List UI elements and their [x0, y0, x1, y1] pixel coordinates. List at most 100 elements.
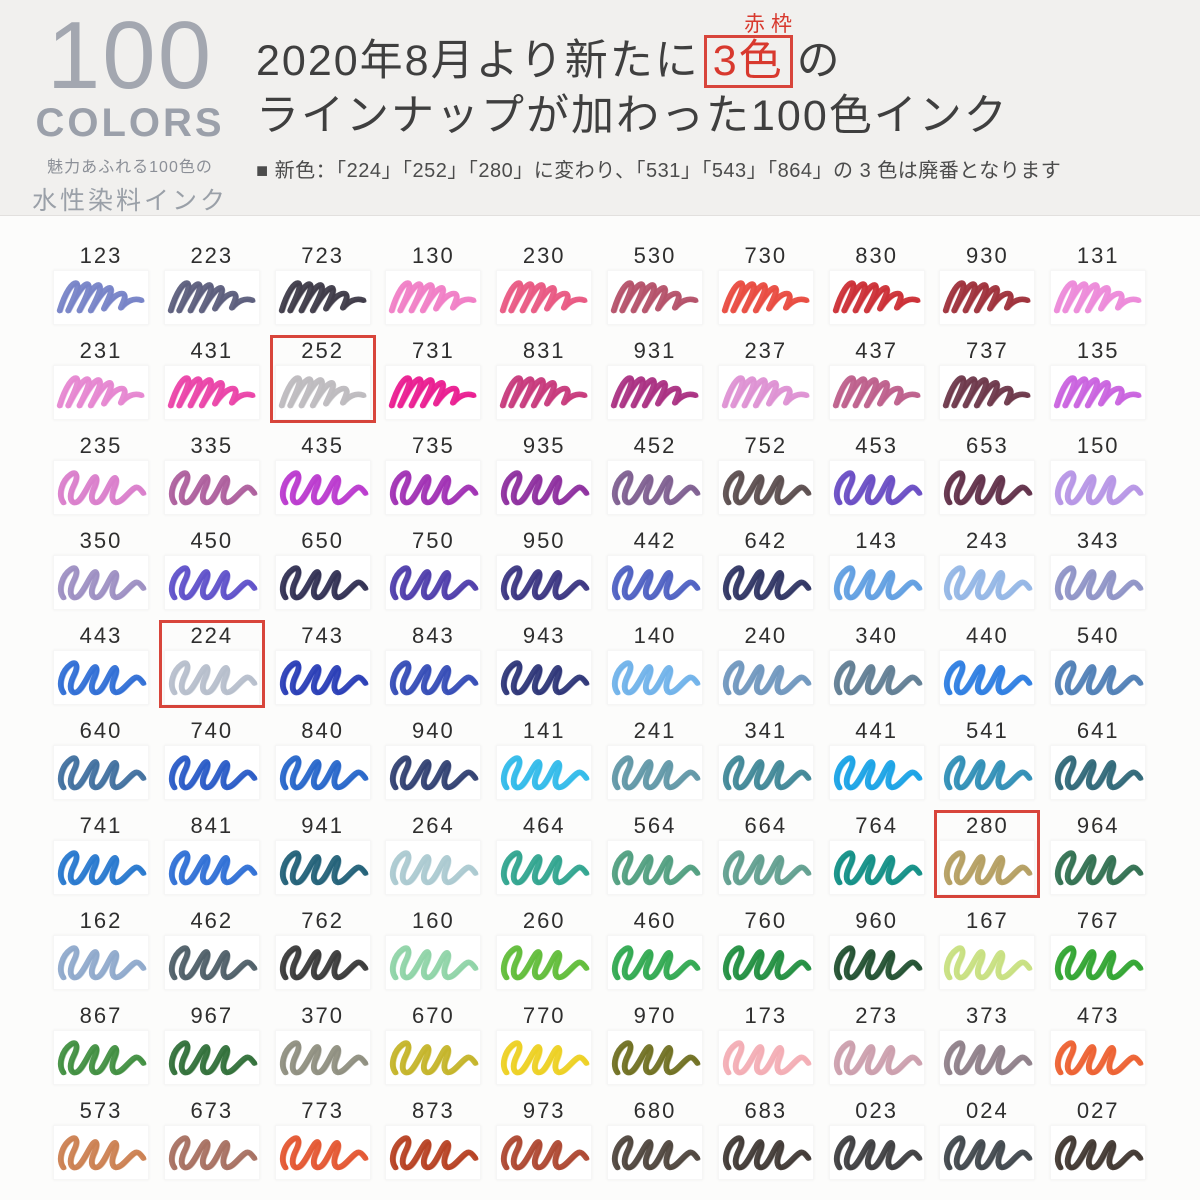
ink-scribble-icon: [390, 850, 479, 886]
ink-number: 280: [966, 813, 1009, 838]
ink-number: 931: [633, 338, 677, 363]
ink-scribble-icon: [1055, 850, 1144, 886]
ink-cell-741: 741: [48, 810, 154, 898]
ink-swatch: [385, 270, 482, 325]
ink-number: 243: [966, 528, 1009, 553]
ink-number: 462: [190, 908, 234, 933]
title-line-1: 2020年8月より新たに 3色 の: [256, 34, 1186, 89]
ink-swatch: [53, 745, 149, 800]
ink-swatch: [274, 270, 371, 325]
ink-swatch: [53, 555, 149, 610]
ink-swatch: [828, 935, 925, 990]
ink-cell-260: 260: [491, 905, 597, 993]
ink-cell-530: 530: [602, 240, 708, 328]
ink-scribble-icon: [168, 1135, 258, 1171]
ink-swatch: [385, 745, 482, 800]
ink-swatch: [274, 650, 371, 705]
ink-swatch: [1050, 460, 1147, 515]
ink-swatch: [1050, 555, 1147, 610]
ink-swatch: [496, 270, 593, 325]
ink-scribble-icon: [833, 945, 923, 981]
ink-cell-162: 162: [48, 905, 154, 993]
ink-cell-540: 540: [1045, 620, 1151, 708]
ink-swatch: [274, 935, 371, 990]
ink-cell-664: 664: [713, 810, 819, 898]
ink-cell-840: 840: [270, 715, 376, 803]
ink-swatch: [496, 460, 593, 515]
ink-cell-767: 767: [1045, 905, 1151, 993]
ink-scribble-icon: [944, 755, 1033, 791]
ink-swatch: [828, 270, 925, 325]
ink-swatch: [607, 1030, 703, 1085]
brand-logo: 100 COLORS 魅力あふれる100色の 水性染料インク: [14, 7, 246, 217]
ink-number: 024: [966, 1098, 1009, 1123]
ink-cell-943: 943: [491, 620, 597, 708]
ink-scribble-icon: [943, 280, 1032, 314]
ink-scribble-icon: [722, 850, 812, 886]
ink-number: 830: [855, 243, 898, 268]
ink-cell-280: 280: [934, 810, 1041, 898]
ink-scribble-icon: [944, 1135, 1033, 1171]
ink-scribble-icon: [500, 375, 588, 409]
ink-swatch: [828, 650, 925, 705]
ink-scribble-icon: [279, 755, 369, 791]
ink-cell-752: 752: [713, 430, 819, 518]
ink-scribble-icon: [58, 660, 147, 696]
ink-scribble-icon: [168, 660, 258, 696]
ink-swatch: [163, 555, 260, 610]
ink-swatch: [53, 270, 149, 325]
ink-number: 141: [522, 718, 566, 743]
ink-number: 350: [79, 528, 123, 553]
ink-scribble-icon: [832, 280, 921, 314]
ink-number: 173: [744, 1003, 788, 1028]
ink-swatch: [163, 935, 260, 990]
ink-scribble-icon: [278, 280, 367, 314]
ink-cell-653: 653: [934, 430, 1040, 518]
ink-swatch: [1050, 1030, 1147, 1085]
ink-swatch: [717, 1125, 814, 1180]
ink-swatch: [496, 1030, 593, 1085]
ink-swatch: [385, 650, 482, 705]
ink-scribble-icon: [1055, 945, 1144, 981]
ink-number: 730: [744, 243, 788, 268]
ink-swatch: [939, 270, 1036, 325]
ink-swatch: [496, 555, 593, 610]
ink-swatch: [385, 1030, 482, 1085]
ink-scribble-icon: [944, 850, 1033, 886]
ink-cell-450: 450: [159, 525, 265, 613]
ink-number: 843: [412, 623, 455, 648]
ink-swatch: [607, 745, 703, 800]
ink-swatch: [717, 555, 814, 610]
ink-cell-241: 241: [602, 715, 708, 803]
ink-cell-650: 650: [270, 525, 376, 613]
ink-number: 840: [301, 718, 344, 743]
ink-swatch: [274, 365, 371, 420]
ink-cell-452: 452: [602, 430, 708, 518]
ink-cell-160: 160: [380, 905, 486, 993]
ink-cell-950: 950: [491, 525, 597, 613]
ink-number: 680: [633, 1098, 677, 1123]
ink-swatch: [163, 1125, 260, 1180]
ink-swatch: [274, 840, 371, 895]
ink-scribble-icon: [279, 1040, 369, 1076]
ink-swatch: [274, 1030, 371, 1085]
ink-scribble-icon: [944, 660, 1033, 696]
ink-scribble-icon: [1055, 1040, 1144, 1076]
ink-cell-462: 462: [159, 905, 265, 993]
ink-swatch: [274, 745, 371, 800]
ink-swatch: [274, 555, 371, 610]
ink-scribble-icon: [501, 1040, 590, 1076]
ink-scribble-icon: [279, 470, 369, 506]
ink-swatch: [607, 460, 703, 515]
ink-number: 841: [190, 813, 234, 838]
ink-swatch: [607, 840, 703, 895]
ink-cell-231: 231: [48, 335, 154, 423]
ink-swatch: [717, 840, 814, 895]
ink-number: 541: [966, 718, 1009, 743]
ink-cell-437: 437: [824, 335, 930, 423]
ink-scribble-icon: [501, 755, 590, 791]
ink-cell-464: 464: [491, 810, 597, 898]
ink-scribble-icon: [279, 945, 369, 981]
ink-number: 223: [190, 243, 234, 268]
ink-swatch: [163, 650, 260, 705]
